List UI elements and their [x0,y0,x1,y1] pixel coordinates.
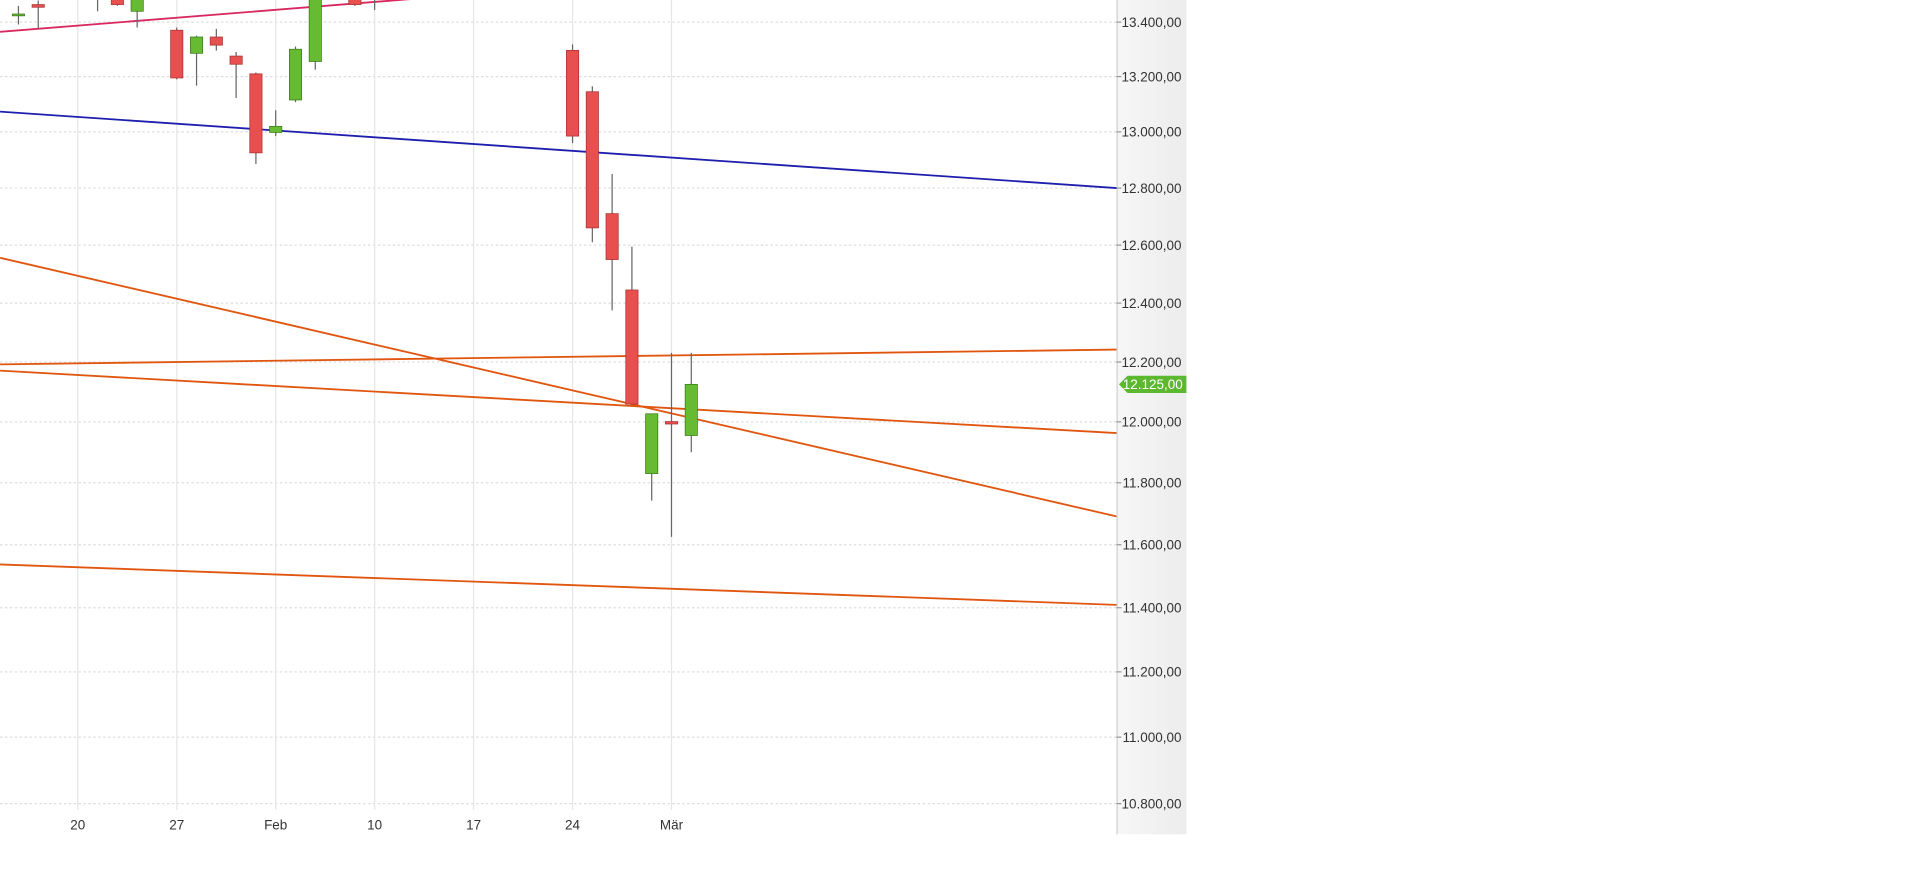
candle-body [190,36,204,54]
candle-body [625,289,639,405]
candle-body [170,29,184,79]
y-tick-label: 12.000,00 [1122,415,1182,430]
candle-body [585,91,599,229]
candle-body [110,0,124,5]
candle-body [566,49,580,137]
trend-line [0,110,1117,189]
candle-body [130,0,144,12]
candle-body [288,48,302,101]
trend-line [0,0,411,33]
x-tick-label: 17 [466,817,481,832]
y-tick-label: 12.800,00 [1122,181,1182,196]
y-tick-label: 13.200,00 [1122,69,1182,84]
candle-body [209,36,223,46]
x-tick-label: Feb [264,817,287,832]
y-tick-label: 11.600,00 [1123,538,1182,553]
trend-line [0,348,1117,366]
x-tick-label: Mär [660,817,684,832]
y-tick-label: 11.400,00 [1123,601,1182,616]
plot-area [0,0,1117,606]
candle-body [605,213,619,260]
candle-body [11,13,25,17]
candle-body [229,55,243,65]
x-tick-label: 24 [565,817,580,832]
y-tick-label: 12.200,00 [1122,355,1182,370]
last-price-flag [1118,375,1187,393]
trend-line [0,256,1117,518]
y-tick-label: 12.600,00 [1122,238,1182,253]
candle-body [348,0,362,5]
x-tick-label: 20 [70,817,85,832]
y-tick-label: 12.400,00 [1122,296,1182,311]
y-tick-label: 11.000,00 [1123,730,1182,745]
candle-body [664,421,678,425]
last-price-label: 12.125,00 [1123,377,1183,392]
x-tick-label: 27 [169,817,184,832]
candle-body [249,73,263,154]
candle-body [645,413,659,474]
trend-line [0,369,1117,435]
candle-body [269,125,283,133]
y-tick-label: 11.800,00 [1123,476,1182,491]
y-axis-panel [1116,0,1187,835]
axes: 13.400,00 13.200,00 13.000,00 12.800,00 12.6… [70,15,1187,832]
x-tick-label: 10 [367,817,382,832]
candle-body [31,4,45,8]
trend-line [0,563,1117,606]
y-tick-label: 13.000,00 [1122,125,1182,140]
candle-body [684,383,698,436]
y-tick-label: 13.400,00 [1122,15,1182,30]
y-tick-label: 11.200,00 [1123,665,1182,680]
candle-body [308,0,322,62]
y-tick-label: 10.800,00 [1122,796,1182,811]
